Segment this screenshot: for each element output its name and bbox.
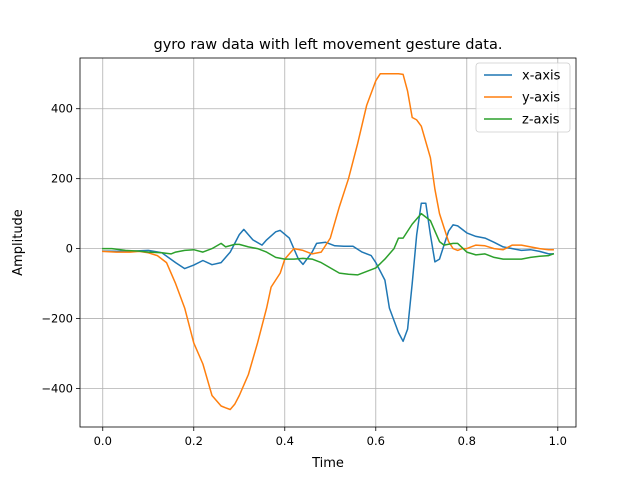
series-layer: [102, 72, 555, 411]
x-tick-label: 0.8: [458, 434, 476, 448]
x-tick-label: 0.6: [367, 434, 385, 448]
legend-label-x-axis: x-axis: [522, 69, 561, 84]
series-line-y-axis: [102, 72, 554, 411]
legend-label-y-axis: y-axis: [522, 91, 560, 106]
plot-area-frame: [79, 57, 577, 428]
legend: x-axis y-axis z-axis: [475, 62, 571, 133]
y-tick-label: −200: [41, 312, 73, 326]
y-axis-ticks: −400 −200 0 200 400: [41, 102, 80, 396]
series-line-x-axis: [102, 202, 554, 343]
x-tick-label: 0.0: [94, 434, 112, 448]
x-tick-label: 0.4: [276, 434, 294, 448]
y-axis-label: Amplitude: [11, 209, 26, 276]
legend-box: [475, 62, 571, 133]
y-tick-label: 200: [51, 172, 73, 186]
x-axis-label: Time: [311, 456, 344, 471]
legend-label-z-axis: z-axis: [522, 113, 560, 128]
x-axis-ticks: 0.0 0.2 0.4 0.6 0.8 1.0: [94, 427, 567, 448]
y-tick-label: 400: [51, 102, 73, 116]
y-tick-label: 0: [66, 242, 73, 256]
x-tick-label: 0.2: [185, 434, 203, 448]
x-tick-label: 1.0: [549, 434, 567, 448]
chart-title: gyro raw data with left movement gesture…: [154, 37, 503, 53]
y-tick-label: −400: [41, 382, 73, 396]
series-line-z-axis: [102, 212, 555, 276]
